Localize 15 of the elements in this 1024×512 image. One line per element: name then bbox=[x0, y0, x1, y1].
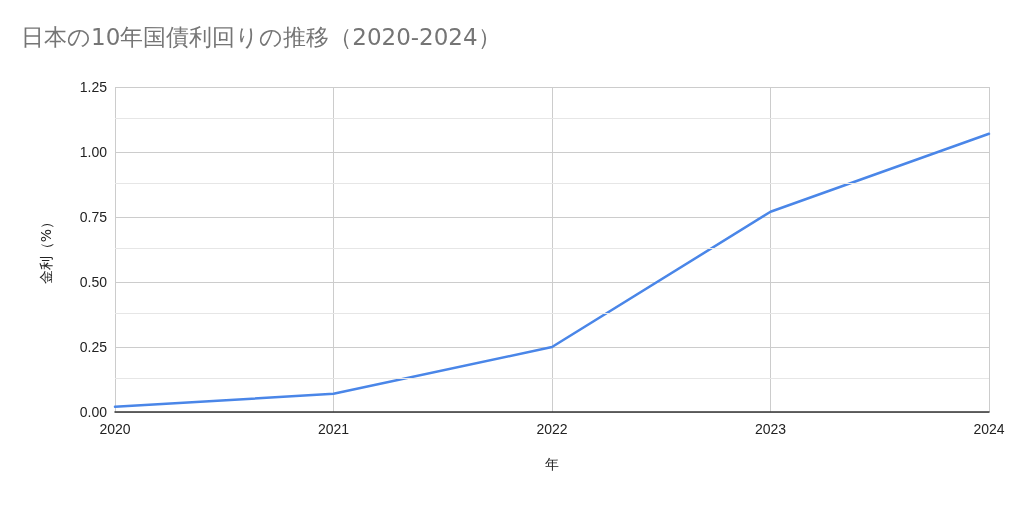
chart-title: 日本の10年国債利回りの推移（2020-2024） bbox=[21, 23, 501, 50]
x-tick-label: 2024 bbox=[973, 421, 1005, 437]
y-tick-label: 1.00 bbox=[79, 144, 108, 160]
x-tick-label: 2022 bbox=[536, 421, 568, 437]
y-tick-label: 0.75 bbox=[79, 209, 108, 225]
y-tick-label: 1.25 bbox=[79, 79, 108, 95]
y-tick-label: 0.25 bbox=[79, 339, 108, 355]
y-tick-label: 0.00 bbox=[79, 404, 108, 420]
x-axis-title: 年 bbox=[545, 456, 559, 472]
y-axis-title: 金利（%） bbox=[38, 214, 54, 285]
x-tick-label: 2023 bbox=[754, 421, 787, 437]
x-tick-label: 2021 bbox=[317, 421, 350, 437]
line-series bbox=[113, 132, 991, 409]
y-tick-label: 0.50 bbox=[79, 274, 108, 290]
x-tick-label: 2020 bbox=[99, 421, 131, 437]
